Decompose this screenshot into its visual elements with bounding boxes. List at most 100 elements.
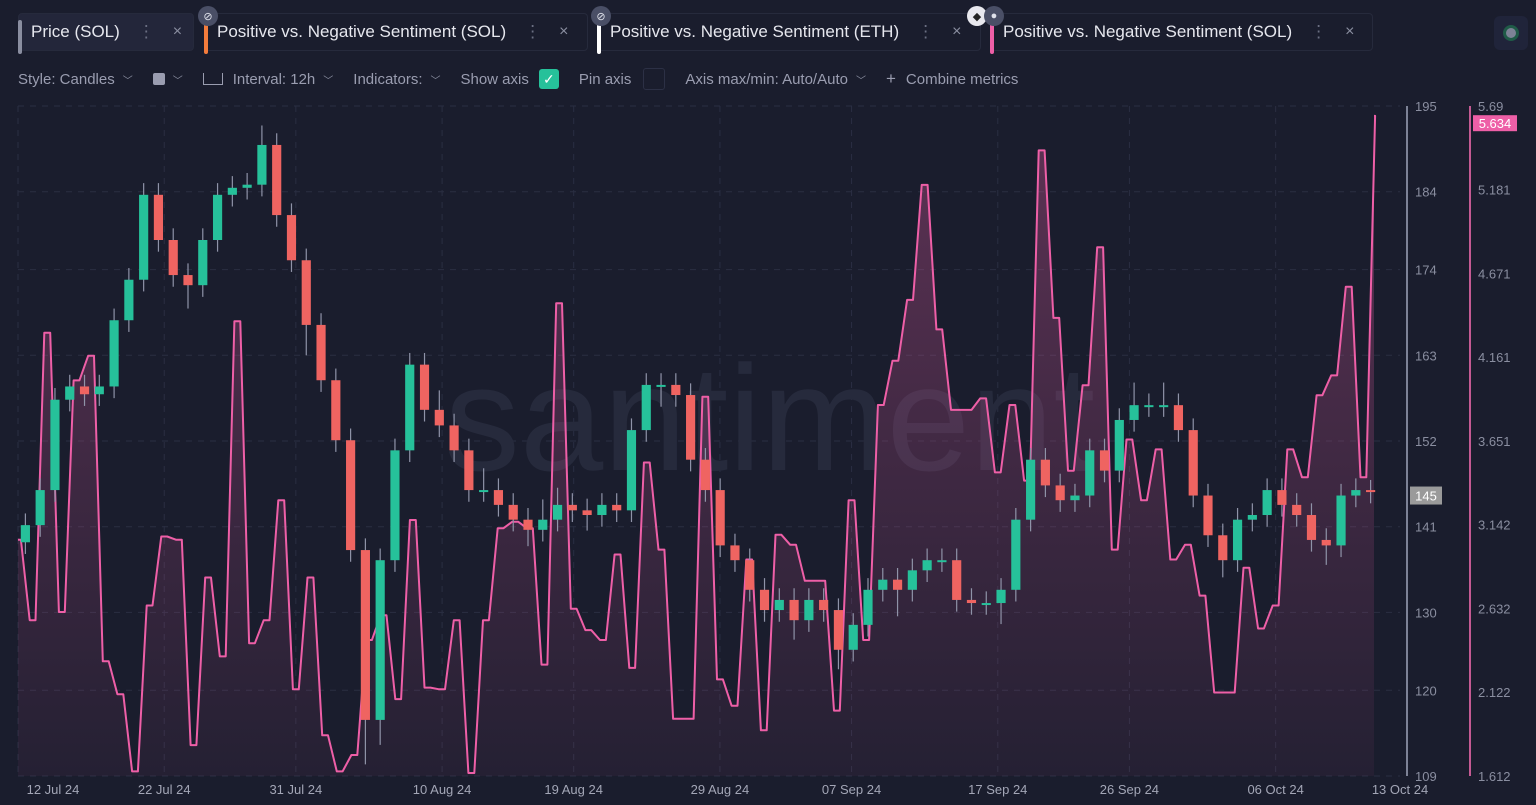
candle-body xyxy=(1218,535,1228,561)
candle xyxy=(848,613,858,662)
candle xyxy=(508,493,518,532)
candle-body xyxy=(1306,515,1317,540)
price-tick-label: 195 xyxy=(1415,99,1437,114)
pin-axis-checkbox[interactable] xyxy=(643,68,666,90)
lock-icon[interactable]: ● xyxy=(984,6,1004,26)
date-tick-label: 06 Oct 24 xyxy=(1247,782,1303,797)
sentiment-tick-label: 3.142 xyxy=(1478,518,1511,533)
tab-close-button[interactable]: × xyxy=(172,23,183,40)
candle xyxy=(730,533,740,572)
tab-menu-button[interactable]: ⋮ xyxy=(917,22,935,41)
pin-axis-toggle[interactable]: Pin axis xyxy=(579,68,666,90)
candle-body xyxy=(1114,419,1124,471)
candle-body xyxy=(848,624,858,650)
sentiment-tick-label: 1.612 xyxy=(1478,769,1511,784)
candle xyxy=(1277,478,1287,517)
pin-axis-label: Pin axis xyxy=(578,70,632,88)
date-tick-label: 19 Aug 24 xyxy=(544,782,603,797)
combine-metrics-button[interactable]: + Combine metrics xyxy=(886,69,1018,89)
color-dropdown[interactable]: ﹀ xyxy=(152,72,183,87)
status-indicator[interactable] xyxy=(1494,16,1528,50)
show-axis-checkbox[interactable]: ✓ xyxy=(538,69,559,89)
tab-menu-button[interactable]: ⋮ xyxy=(524,22,542,41)
sentiment-series xyxy=(18,114,1377,776)
candle-body xyxy=(1011,519,1021,590)
date-tick-label: 10 Aug 24 xyxy=(413,782,472,797)
candle-body xyxy=(227,187,237,195)
candle-body xyxy=(789,599,799,621)
sentiment-tick-label: 5.181 xyxy=(1478,183,1511,198)
interval-dropdown[interactable]: Interval: 12h ﹀ xyxy=(202,70,333,88)
tab-sentiment-sol-2[interactable]: Positive vs. Negative Sentiment (SOL) ⋮ … xyxy=(990,13,1373,54)
date-tick-label: 26 Sep 24 xyxy=(1100,782,1159,797)
tab-close-button[interactable]: × xyxy=(1345,23,1355,40)
candle-body xyxy=(878,579,888,590)
candle-body xyxy=(50,399,60,491)
candle-body xyxy=(168,240,178,276)
plus-icon: + xyxy=(885,69,896,88)
candle xyxy=(715,478,725,558)
candle-body xyxy=(715,490,725,546)
indicators-dropdown[interactable]: Indicators: ﹀ xyxy=(353,71,440,88)
tab-sentiment-eth[interactable]: Positive vs. Negative Sentiment (ETH) ⋮ … xyxy=(597,13,981,54)
candle-body xyxy=(419,364,430,410)
tab-menu-button[interactable]: ⋮ xyxy=(1310,22,1328,41)
axis-maxmin-dropdown[interactable]: Axis max/min: Auto/Auto ﹀ xyxy=(685,71,866,88)
candle xyxy=(1173,393,1184,442)
candle-body xyxy=(567,504,577,511)
eye-off-icon[interactable]: ⊘ xyxy=(198,6,218,26)
interval-label: Interval: 12h xyxy=(232,70,316,88)
candle-body xyxy=(1321,539,1331,546)
candle-body xyxy=(996,589,1006,604)
tab-close-button[interactable]: × xyxy=(952,23,962,40)
candle-body xyxy=(65,386,75,400)
candle-body xyxy=(375,560,385,720)
candle xyxy=(1099,438,1110,483)
candle xyxy=(50,388,60,502)
date-tick-label: 31 Jul 24 xyxy=(269,782,322,797)
candle xyxy=(833,598,844,670)
candle-body xyxy=(35,490,45,526)
candle-body xyxy=(922,560,932,571)
candle-body xyxy=(1026,459,1036,520)
eye-off-icon[interactable]: ⊘ xyxy=(591,6,611,26)
candle-body xyxy=(641,384,651,431)
candle xyxy=(656,373,666,407)
candle xyxy=(1292,493,1302,527)
candle-body xyxy=(508,504,518,520)
tab-price-sol[interactable]: Price (SOL) ⋮ × xyxy=(18,13,194,54)
candle-body xyxy=(552,504,563,520)
chevron-down-icon: ﹀ xyxy=(172,75,183,87)
style-dropdown[interactable]: Style: Candles ﹀ xyxy=(18,71,133,88)
candle-body xyxy=(405,364,415,451)
candle xyxy=(301,248,311,356)
candle xyxy=(153,183,164,252)
ethereum-icon: ◆ xyxy=(967,6,987,26)
candle xyxy=(20,513,30,554)
candle-body xyxy=(20,525,30,543)
tab-label: Positive vs. Negative Sentiment (SOL) xyxy=(1003,22,1293,41)
show-axis-toggle[interactable]: Show axis ✓ xyxy=(460,69,559,89)
series-color-bar xyxy=(597,20,601,54)
candle-body xyxy=(966,599,977,604)
date-tick-label: 17 Sep 24 xyxy=(968,782,1027,797)
candle xyxy=(1011,508,1021,602)
candle xyxy=(582,498,592,531)
candle xyxy=(331,368,341,452)
price-tick-label: 130 xyxy=(1415,605,1437,620)
show-axis-label: Show axis xyxy=(460,70,529,88)
tab-menu-button[interactable]: ⋮ xyxy=(137,22,155,41)
candle-body xyxy=(272,144,282,216)
candle xyxy=(272,133,282,227)
candle xyxy=(523,508,533,547)
series-color-bar xyxy=(18,20,22,54)
date-tick-label: 29 Aug 24 xyxy=(691,782,750,797)
tab-close-button[interactable]: × xyxy=(559,23,569,40)
style-label: Style: Candles xyxy=(18,70,115,88)
candle-body xyxy=(301,260,311,325)
candle-body xyxy=(582,510,592,516)
sentiment-tick-label: 2.632 xyxy=(1478,601,1511,616)
candle-body xyxy=(109,320,119,387)
tab-sentiment-sol-1[interactable]: Positive vs. Negative Sentiment (SOL) ⋮ … xyxy=(204,13,588,54)
